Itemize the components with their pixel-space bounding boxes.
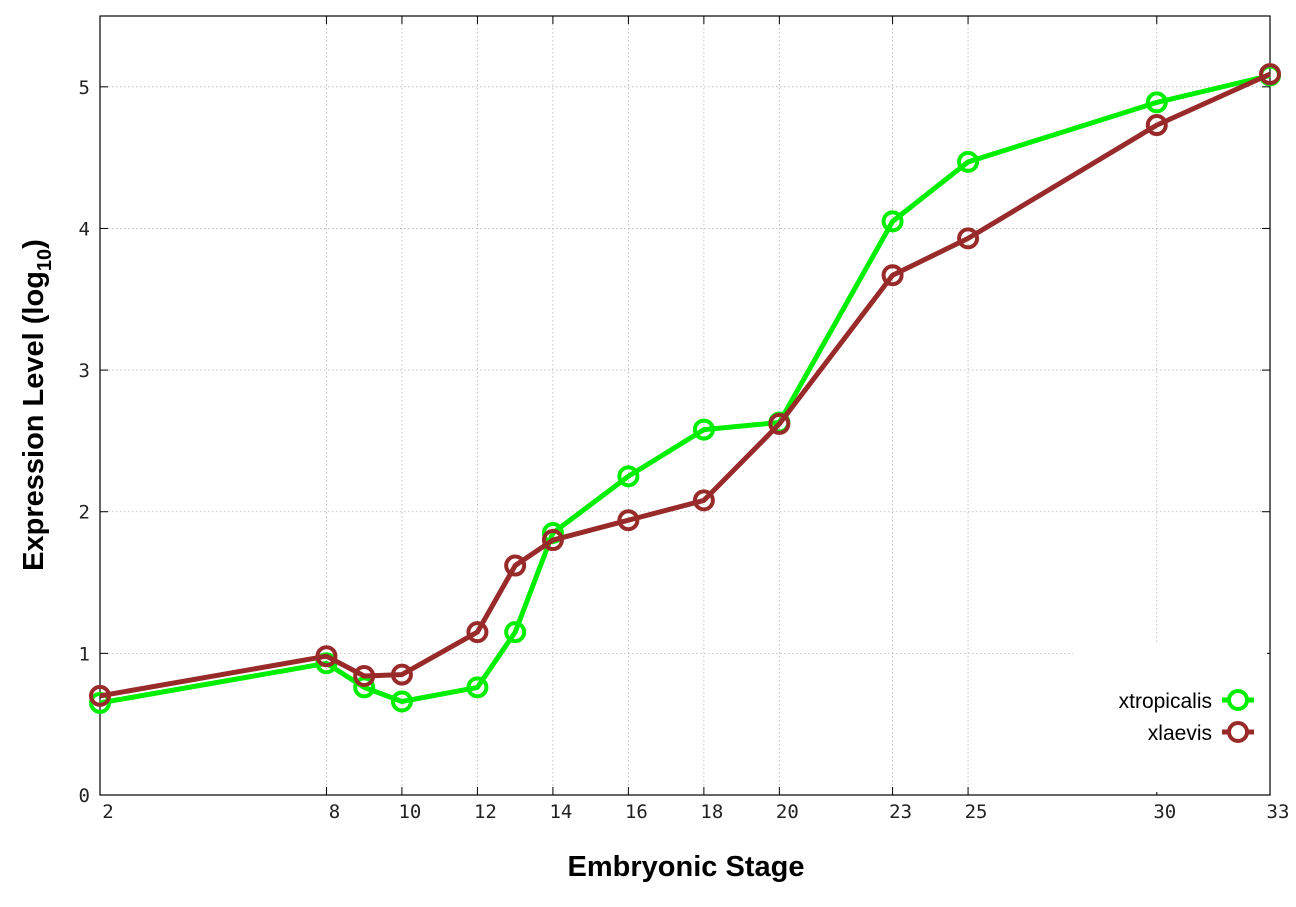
x-tick-label: 25 <box>965 801 988 823</box>
y-tick-label: 0 <box>79 785 90 807</box>
series-group <box>89 63 1281 714</box>
data-point-xtropicalis <box>466 676 489 699</box>
x-axis-title: Embryonic Stage <box>568 851 805 883</box>
x-tick-label: 10 <box>398 801 421 823</box>
data-point-xlaevis <box>881 264 904 287</box>
series-xlaevis <box>89 63 1281 707</box>
legend-label-xlaevis: xlaevis <box>1148 722 1212 745</box>
data-point-xtropicalis <box>957 150 980 173</box>
y-axis-title-subscript: 10 <box>34 249 56 271</box>
y-tick-label: 2 <box>79 502 90 524</box>
x-tick-label: 12 <box>474 801 497 823</box>
data-point-xlaevis <box>390 663 413 686</box>
series-line-xlaevis <box>99 71 1272 699</box>
y-axis-title-text: Expression Level (log <box>18 271 50 571</box>
data-point-xlaevis <box>541 529 564 552</box>
data-point-xlaevis <box>692 489 715 512</box>
y-axis-title-suffix: ) <box>18 239 50 249</box>
x-tick-label: 14 <box>549 801 572 823</box>
data-point-xtropicalis <box>881 210 904 233</box>
legend-marker-xlaevis <box>1227 721 1249 743</box>
data-point-xlaevis <box>89 684 111 707</box>
x-tick-label: 8 <box>329 801 340 823</box>
data-point-xtropicalis <box>1145 91 1168 114</box>
x-tick-label: 23 <box>889 801 912 823</box>
data-point-xtropicalis <box>504 621 527 644</box>
legend-marker-xtropicalis <box>1227 689 1249 711</box>
legend-background <box>1073 643 1267 792</box>
x-tick-label: 18 <box>700 801 723 823</box>
data-point-xtropicalis <box>390 690 413 713</box>
y-tick-label: 5 <box>79 77 90 99</box>
series-xtropicalis <box>89 64 1281 714</box>
series-line-xtropicalis <box>99 73 1271 706</box>
x-tick-label: 30 <box>1153 801 1176 823</box>
y-tick-label: 1 <box>79 643 90 665</box>
y-tick-label: 4 <box>79 218 90 240</box>
y-tick-label: 3 <box>79 360 90 382</box>
data-point-xlaevis <box>315 645 338 668</box>
data-point-xtropicalis <box>692 418 715 441</box>
data-point-xlaevis <box>617 509 640 532</box>
x-tick-label: 16 <box>625 801 648 823</box>
legend-label-xtropicalis: xtropicalis <box>1119 690 1212 713</box>
data-point-xlaevis <box>504 554 527 577</box>
y-axis-title: Expression Level (log10) <box>18 239 56 571</box>
data-point-xlaevis <box>1259 63 1281 86</box>
data-point-xlaevis <box>353 665 376 688</box>
data-point-xtropicalis <box>617 465 640 488</box>
x-tick-label: 20 <box>776 801 799 823</box>
x-tick-label: 2 <box>102 801 113 823</box>
x-tick-label: 33 <box>1267 801 1290 823</box>
data-point-xlaevis <box>768 412 791 435</box>
data-point-xlaevis <box>1145 114 1168 137</box>
data-point-xlaevis <box>957 227 980 250</box>
data-point-xlaevis <box>466 621 489 644</box>
legend: xtropicalis xlaevis <box>1073 643 1267 792</box>
plot-frame <box>99 15 1271 796</box>
